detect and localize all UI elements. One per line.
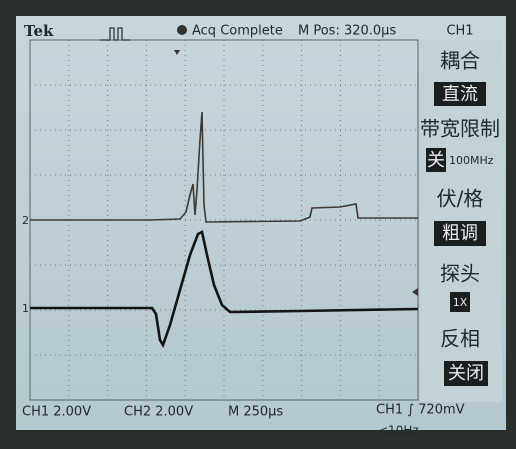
timebase: M 250µs	[228, 405, 283, 420]
trigger: CH1 ∫ 720mV	[376, 403, 465, 418]
menu-value: 关	[427, 150, 445, 171]
oscilloscope-screen: 2 1 Tek Acq Complete M Pos: 320.0µs CH1 …	[0, 0, 516, 445]
menu-label: 伏/格	[437, 187, 484, 211]
menu-value: 1X	[453, 296, 468, 309]
menu-label: 带宽限制	[420, 117, 500, 141]
page: 2 1 Tek Acq Complete M Pos: 320.0µs CH1 …	[0, 0, 516, 445]
ch1-marker: 1	[22, 302, 29, 315]
ch2-marker: 2	[22, 214, 29, 227]
position: M Pos: 320.0µs	[298, 24, 396, 39]
status-dot	[177, 25, 187, 35]
brand: Tek	[24, 22, 54, 40]
menu-channel: CH1	[446, 24, 473, 39]
menu-label: 探头	[440, 262, 480, 286]
ch1-scale: CH1 2.00V	[22, 405, 91, 420]
menu-label: 耦合	[440, 49, 480, 73]
frequency: <10Hz	[378, 424, 419, 438]
ch2-scale: CH2 2.00V	[124, 405, 193, 420]
menu-value: 关闭	[448, 363, 484, 384]
menu-extra: 100MHz	[449, 154, 494, 167]
menu-label: 反相	[440, 327, 480, 351]
menu-value: 粗调	[442, 223, 478, 244]
menu-value: 直流	[442, 84, 478, 105]
status: Acq Complete	[192, 24, 283, 39]
